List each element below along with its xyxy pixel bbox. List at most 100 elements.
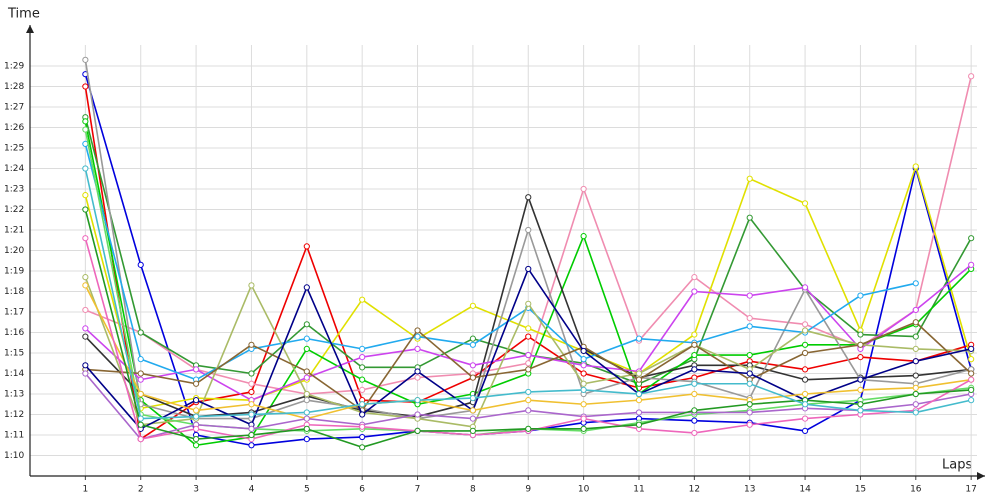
data-point xyxy=(691,351,698,359)
data-point xyxy=(137,421,144,428)
data-point xyxy=(414,345,421,352)
data-point xyxy=(635,421,643,428)
data-point xyxy=(359,433,366,441)
data-point xyxy=(801,284,809,291)
data-point xyxy=(359,411,366,418)
data-point xyxy=(137,376,144,383)
y-tick-label: 1:12 xyxy=(4,410,24,420)
data-point xyxy=(469,341,476,348)
data-point xyxy=(82,192,89,199)
y-axis-arrow xyxy=(26,25,34,33)
y-tick-label: 1:28 xyxy=(4,82,24,92)
y-tick-label: 1:26 xyxy=(4,123,24,133)
data-point xyxy=(691,407,698,414)
data-point xyxy=(635,370,643,377)
data-point xyxy=(469,395,476,402)
data-point xyxy=(303,345,310,352)
data-point xyxy=(359,423,366,430)
data-point xyxy=(525,366,532,373)
x-tick-label: 7 xyxy=(415,485,421,495)
data-point xyxy=(912,280,919,287)
data-point xyxy=(968,376,975,383)
y-tick-label: 1:13 xyxy=(4,390,24,400)
data-point xyxy=(746,421,753,428)
data-point xyxy=(82,165,89,172)
data-point xyxy=(691,429,698,437)
data-point xyxy=(303,409,310,416)
data-point xyxy=(857,407,864,414)
y-tick-label: 1:25 xyxy=(4,144,24,154)
data-point xyxy=(414,333,421,340)
data-point xyxy=(525,194,532,201)
data-point xyxy=(691,274,698,281)
x-tick-label: 12 xyxy=(689,485,700,495)
x-tick-label: 10 xyxy=(578,485,590,495)
data-point xyxy=(359,444,366,451)
y-tick-label: 1:11 xyxy=(4,431,24,441)
data-point xyxy=(746,380,753,387)
data-point xyxy=(82,56,89,63)
x-tick-label: 16 xyxy=(910,485,922,495)
x-tick-label: 4 xyxy=(249,485,255,495)
data-point xyxy=(968,73,975,80)
data-point xyxy=(912,333,919,340)
data-point xyxy=(82,274,89,281)
data-point xyxy=(303,436,310,443)
x-tick-label: 3 xyxy=(193,485,199,495)
y-tick-label: 1:29 xyxy=(4,62,24,72)
data-point xyxy=(857,386,864,393)
data-point xyxy=(137,261,144,268)
data-point xyxy=(691,390,698,398)
data-point xyxy=(691,341,698,348)
x-tick-label: 15 xyxy=(855,485,866,495)
data-point xyxy=(746,315,753,322)
data-point xyxy=(82,370,89,377)
y-tick-label: 1:27 xyxy=(4,103,24,113)
data-point xyxy=(746,292,753,299)
data-point xyxy=(801,321,809,328)
data-point xyxy=(635,376,643,383)
data-point xyxy=(801,376,809,383)
data-point xyxy=(248,370,255,377)
data-point xyxy=(525,360,532,367)
data-point xyxy=(525,407,532,414)
data-point xyxy=(525,300,532,307)
data-point xyxy=(469,335,476,342)
data-point xyxy=(82,235,89,242)
data-point xyxy=(968,261,975,268)
data-point xyxy=(192,413,200,420)
data-point xyxy=(469,427,476,434)
y-tick-label: 1:23 xyxy=(4,185,24,195)
data-point xyxy=(857,376,864,383)
data-point xyxy=(746,214,753,221)
data-point xyxy=(303,321,310,328)
data-point xyxy=(801,401,809,408)
data-point xyxy=(82,362,89,369)
data-point xyxy=(359,401,366,408)
data-point xyxy=(192,436,200,443)
data-point xyxy=(746,370,753,377)
data-point xyxy=(359,296,366,303)
data-point xyxy=(912,345,919,352)
data-point xyxy=(525,265,532,273)
data-point xyxy=(525,226,532,234)
data-point xyxy=(303,335,310,342)
data-point xyxy=(912,401,919,408)
data-point xyxy=(248,425,255,432)
data-point xyxy=(801,341,809,348)
data-point xyxy=(857,331,864,338)
data-point xyxy=(82,126,89,133)
data-point xyxy=(137,390,144,398)
data-point xyxy=(801,366,809,373)
data-point xyxy=(746,323,753,330)
data-point xyxy=(580,233,587,240)
data-point xyxy=(414,327,421,334)
data-point xyxy=(359,376,366,383)
data-point xyxy=(801,415,809,422)
y-axis-title: Time xyxy=(7,7,40,22)
data-point xyxy=(746,401,753,408)
data-point xyxy=(857,354,864,361)
data-point xyxy=(248,401,255,408)
data-point xyxy=(82,282,89,289)
